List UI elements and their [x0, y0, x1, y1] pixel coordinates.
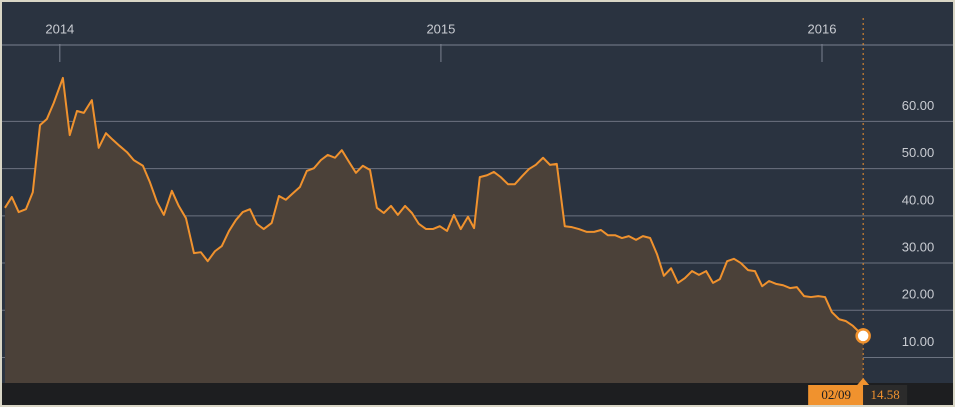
x-tick-label: 2015: [426, 21, 455, 36]
footer-strip: [2, 383, 953, 405]
y-tick-label: 40.00: [902, 192, 935, 207]
y-tick-label: 10.00: [902, 334, 935, 349]
y-tick-label: 30.00: [902, 239, 935, 254]
y-tick-label: 60.00: [902, 98, 935, 113]
y-tick-label: 50.00: [902, 145, 935, 160]
date-label-pointer: [857, 378, 870, 385]
price-line: [4, 76, 864, 337]
crosshair-value: 14.58: [871, 387, 900, 402]
crosshair-date: 02/09: [821, 387, 851, 402]
overlay: 02/09 14.58: [808, 18, 908, 405]
value-label-box: [863, 385, 908, 405]
area-fill: [4, 77, 864, 383]
x-tick-label: 2016: [808, 21, 837, 36]
date-label-box: [808, 385, 864, 405]
y-tick-label: 20.00: [902, 287, 935, 302]
plot-area: 2014 2015 2016 10.00 20.00 30.00 40.00 50.00 60.…: [2, 21, 953, 383]
last-point-marker: [855, 328, 871, 344]
x-tick-label: 2014: [45, 21, 74, 36]
